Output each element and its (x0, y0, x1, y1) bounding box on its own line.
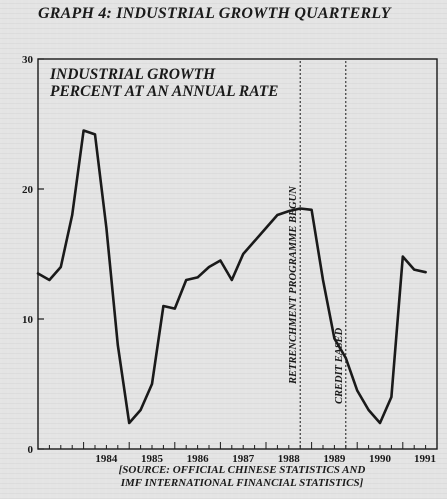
plot-frame (37, 58, 438, 450)
data-point (71, 214, 74, 216)
data-point (139, 409, 142, 411)
data-point (322, 279, 324, 281)
chart-title-line-1: INDUSTRIAL GROWTH (50, 66, 216, 83)
x-tick-label: 1990 (369, 453, 392, 465)
y-tick-label: 30 (22, 54, 34, 66)
data-point (390, 396, 393, 398)
data-point (344, 357, 347, 359)
data-point (208, 266, 210, 268)
data-point (173, 307, 176, 310)
data-point (367, 409, 370, 411)
source-line-2: IMF INTERNATIONAL FINANCIAL STATISTICS] (120, 477, 364, 489)
x-tick-label: 1985 (141, 453, 164, 465)
x-tick-label: 1987 (232, 453, 255, 465)
chart-title: INDUSTRIAL GROWTH PERCENT AT AN ANNUAL R… (50, 66, 310, 100)
data-point (105, 227, 108, 229)
source-line-1: [SOURCE: OFFICIAL CHINESE STATISTICS AND (118, 464, 366, 476)
source-note: [SOURCE: OFFICIAL CHINESE STATISTICS AND… (72, 464, 412, 490)
data-point (253, 240, 256, 242)
data-point (151, 383, 153, 385)
graph-title: GRAPH 4: INDUSTRIAL GROWTH QUARTERLY (38, 5, 391, 22)
x-tick-label: 1989 (323, 453, 346, 465)
series-line (36, 129, 427, 425)
data-point (401, 255, 404, 258)
data-point (299, 207, 302, 210)
data-point (116, 344, 119, 346)
data-point (162, 305, 165, 307)
annotation-label: CREDIT EASED (334, 327, 345, 404)
data-point (424, 271, 427, 274)
x-tick-label: 1988 (278, 453, 301, 465)
y-tick-label: 10 (22, 314, 34, 326)
data-point (128, 422, 131, 424)
x-tick-label: 1986 (187, 453, 210, 465)
data-point (379, 422, 381, 424)
data-point (37, 272, 39, 275)
data-point (82, 129, 85, 132)
annotation-label: RETRENCHMENT PROGRAMME BEGUN (288, 186, 299, 385)
data-point (185, 279, 188, 281)
data-point (310, 208, 313, 211)
data-point (276, 214, 279, 216)
data-point (287, 210, 290, 213)
data-point (196, 276, 199, 279)
data-point (59, 266, 62, 268)
data-point (94, 133, 96, 136)
data-point (413, 268, 416, 271)
data-point (219, 259, 222, 262)
chart-title-line-2: PERCENT AT AN ANNUAL RATE (50, 83, 279, 100)
data-point (48, 279, 51, 281)
x-tick-label: 1984 (95, 453, 118, 465)
y-tick-label: 0 (28, 444, 34, 456)
data-point (230, 279, 233, 281)
data-point (333, 337, 336, 340)
data-point (265, 227, 267, 229)
data-point (356, 389, 359, 392)
data-point (242, 253, 245, 255)
y-tick-label: 20 (22, 184, 34, 196)
x-tick-label: 1991 (414, 453, 436, 465)
